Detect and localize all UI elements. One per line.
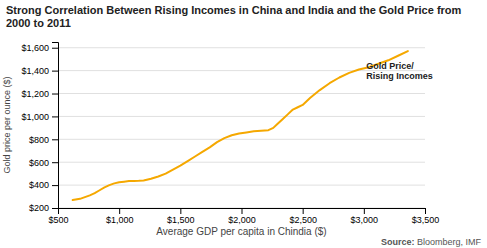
- tick-label: $600: [29, 158, 49, 168]
- tick-mark: [52, 116, 58, 117]
- axis-line: [52, 43, 59, 209]
- grid-line: [58, 47, 425, 48]
- annotation: Gold Price/Rising Incomes: [366, 61, 433, 81]
- tick-label: $2,000: [228, 215, 256, 225]
- tick: $1,000: [21, 112, 58, 122]
- tick-mark: [52, 71, 58, 72]
- tick: $3,000: [351, 208, 379, 225]
- plot-area: [73, 51, 408, 200]
- grid-line: [58, 116, 425, 117]
- tick-label: $1,000: [106, 215, 134, 225]
- tick: $1,400: [21, 66, 58, 76]
- tick: $1,600: [21, 43, 58, 53]
- tick-label: $1,500: [167, 215, 195, 225]
- title: Strong Correlation Between Rising Income…: [6, 4, 462, 29]
- tick-label: $1,200: [21, 89, 49, 99]
- y-axis-title: Gold price per ounce ($): [2, 76, 12, 173]
- tick-mark: [425, 208, 426, 214]
- tick-label: $200: [29, 203, 49, 213]
- tick: $500: [48, 208, 68, 225]
- tick-label: $400: [29, 180, 49, 190]
- tick: $400: [29, 180, 58, 190]
- tick-mark: [52, 162, 58, 163]
- tick: $3,500: [412, 208, 440, 225]
- tick-mark: [119, 208, 120, 214]
- tick-mark: [52, 185, 58, 186]
- tick-mark: [242, 208, 243, 214]
- x-axis-title: Average GDP per capita in Chindia ($): [156, 226, 326, 237]
- line: [73, 51, 408, 200]
- tick-mark: [52, 208, 58, 209]
- tick-mark: [52, 139, 58, 140]
- tick-label: $3,000: [351, 215, 379, 225]
- tick-label: $800: [29, 135, 49, 145]
- tick: $200: [29, 203, 58, 213]
- axis-line: [59, 209, 426, 215]
- tick: $2,500: [289, 208, 317, 225]
- tick-mark: [180, 208, 181, 214]
- tick-mark: [52, 48, 58, 49]
- tick-label: $1,400: [21, 66, 49, 76]
- x-axis: $500 $1,000 $1,500 $2,000 $2,500 $3,000 $3,500: [48, 208, 439, 225]
- source: Source: Bloomberg, IMF: [381, 237, 482, 247]
- tick-label: $3,500: [412, 215, 440, 225]
- tick-mark: [303, 208, 304, 214]
- tick: $1,500: [167, 208, 195, 225]
- grid-line: [58, 139, 425, 140]
- tick: $1,000: [106, 208, 134, 225]
- tick-label: $1,600: [21, 43, 49, 53]
- tick-label: $2,500: [289, 215, 317, 225]
- tick: $1,200: [21, 89, 58, 99]
- chart: Strong Correlation Between Rising Income…: [0, 0, 487, 248]
- tick: $2,000: [228, 208, 256, 225]
- tick: $600: [29, 158, 58, 168]
- y-axis: $200 $400 $600 $800 $1,000 $1,200 $1,400 $1,600: [21, 43, 58, 214]
- tick: $800: [29, 135, 58, 145]
- tick-mark: [364, 208, 365, 214]
- grid-line: [58, 162, 425, 163]
- tick-label: $1,000: [21, 112, 49, 122]
- grid-line: [58, 93, 425, 94]
- tick-label: $500: [48, 215, 68, 225]
- tick-mark: [52, 94, 58, 95]
